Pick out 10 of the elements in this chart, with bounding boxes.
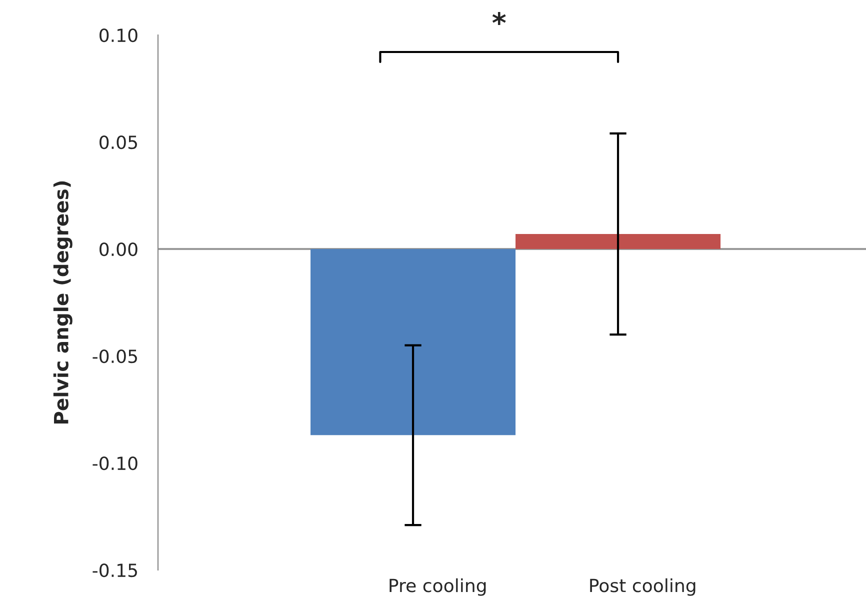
y-axis-title: Pelvic angle (degrees)	[53, 181, 72, 424]
x-tick-label: Post cooling	[590, 578, 696, 596]
y-tick-label: -0.10	[92, 456, 138, 470]
x-tick-label: Pre cooling	[390, 578, 486, 596]
y-tick-label: -0.05	[92, 349, 137, 364]
y-tick-label: 0.10	[100, 28, 138, 42]
y-tick-label: 0.05	[100, 135, 137, 150]
y-tick-label: -0.15	[92, 563, 137, 578]
text: *	[492, 12, 506, 25]
y-tick-label: 0.00	[100, 242, 138, 256]
